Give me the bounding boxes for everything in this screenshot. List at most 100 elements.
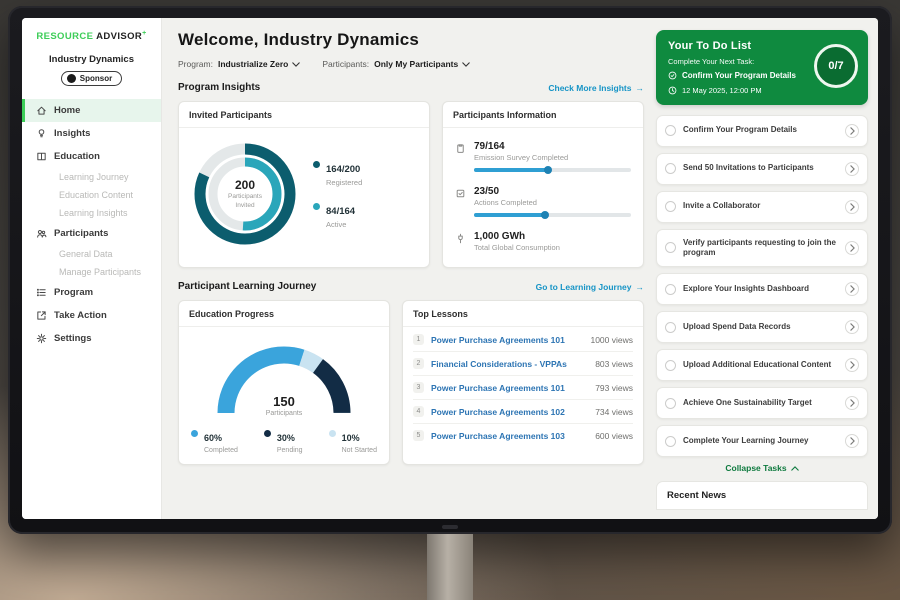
task-row-confirm-program[interactable]: Confirm Your Program Details xyxy=(656,114,868,147)
lesson-row[interactable]: 3 Power Purchase Agreements 101 793 view… xyxy=(413,376,633,400)
legend-dot xyxy=(328,430,336,437)
legend-label: Active xyxy=(326,220,347,229)
task-checkbox[interactable] xyxy=(665,321,676,333)
lesson-views: 734 views xyxy=(595,406,633,417)
task-open-button[interactable] xyxy=(845,240,859,255)
lesson-link[interactable]: Power Purchase Agreements 102 xyxy=(431,406,565,417)
logo-text-secondary: ADVISOR xyxy=(96,31,143,43)
task-row-upload-spend-data[interactable]: Upload Spend Data Records xyxy=(656,311,868,344)
sidebar-item-general-data[interactable]: General Data xyxy=(59,249,113,260)
program-icon xyxy=(36,288,46,297)
legend-item-active: 84/164 Active xyxy=(313,201,362,229)
participants-filter-value: Only My Participants xyxy=(374,59,459,69)
task-open-button[interactable] xyxy=(845,434,859,449)
todo-subtitle: Complete Your Next Task: xyxy=(668,57,755,66)
dashboard-screen: RESOURCE ADVISOR+ Industry Dynamics Spon… xyxy=(22,18,878,519)
sponsor-label: Sponsor xyxy=(79,74,113,84)
gauge-legend: 60% Completed 30% Pending xyxy=(189,428,379,454)
lesson-views: 793 views xyxy=(595,382,633,393)
task-row-verify-participants[interactable]: Verify participants requesting to join t… xyxy=(656,228,868,268)
lessons-list: 1 Power Purchase Agreements 101 1000 vie… xyxy=(403,327,643,451)
insights-icon xyxy=(38,129,45,138)
sidebar-item-take-action[interactable]: Take Action xyxy=(22,304,161,327)
chevron-right-icon xyxy=(849,244,855,252)
lesson-rank: 1 xyxy=(413,334,424,345)
sponsor-badge[interactable]: Sponsor xyxy=(60,71,123,87)
task-checkbox[interactable] xyxy=(665,359,676,371)
education-gauge-chart: 150 Participants xyxy=(204,333,364,419)
legend-item-pending: 30% Pending xyxy=(263,428,303,454)
program-filter-label: Program: xyxy=(178,59,213,69)
sidebar-item-label: Insights xyxy=(54,128,91,140)
task-checkbox[interactable] xyxy=(665,397,676,409)
task-open-button[interactable] xyxy=(845,358,859,373)
legend-dot xyxy=(263,430,271,437)
sidebar-item-program[interactable]: Program xyxy=(22,281,161,304)
section-title: Program Insights xyxy=(178,82,261,93)
home-icon xyxy=(37,106,46,115)
todo-next-task[interactable]: Confirm Your Program Details xyxy=(668,71,808,81)
collapse-tasks-button[interactable]: Collapse Tasks xyxy=(656,463,868,473)
task-row-upload-educational-content[interactable]: Upload Additional Educational Content xyxy=(656,349,868,382)
legend-item-registered: 164/200 Registered xyxy=(313,159,362,187)
chevron-right-icon xyxy=(849,126,855,135)
task-label: Invite a Collaborator xyxy=(683,201,761,211)
task-checkbox[interactable] xyxy=(665,201,676,213)
go-to-learning-journey-link[interactable]: Go to Learning Journey → xyxy=(536,282,644,292)
task-label: Confirm Your Program Details xyxy=(683,125,797,135)
main-content: Welcome, Industry Dynamics Program: Indu… xyxy=(162,18,656,519)
task-label: Upload Spend Data Records xyxy=(683,322,791,332)
sidebar-item-education[interactable]: Education xyxy=(22,145,161,168)
energy-icon xyxy=(458,233,463,244)
sidebar-item-manage-participants[interactable]: Manage Participants xyxy=(59,267,142,278)
task-open-button[interactable] xyxy=(845,161,859,176)
lesson-link[interactable]: Power Purchase Agreements 101 xyxy=(431,382,565,393)
legend-label: Completed xyxy=(204,447,238,454)
sidebar-item-participants[interactable]: Participants xyxy=(22,222,161,245)
card-title: Participants Information xyxy=(443,102,643,128)
task-open-button[interactable] xyxy=(845,282,859,297)
progress-bar-fill xyxy=(474,166,553,174)
sidebar-item-settings[interactable]: Settings xyxy=(22,327,161,350)
task-row-invite-collaborator[interactable]: Invite a Collaborator xyxy=(656,190,868,223)
task-checkbox[interactable] xyxy=(665,435,676,447)
program-filter-select[interactable]: Industrialize Zero xyxy=(218,59,301,69)
sidebar-item-learning-insights[interactable]: Learning Insights xyxy=(59,208,128,219)
sidebar: RESOURCE ADVISOR+ Industry Dynamics Spon… xyxy=(22,18,162,519)
todo-next-task-label: Confirm Your Program Details xyxy=(682,71,796,80)
sidebar-item-learning-journey[interactable]: Learning Journey xyxy=(59,172,129,183)
lesson-link[interactable]: Power Purchase Agreements 103 xyxy=(431,430,565,441)
task-row-complete-learning-journey[interactable]: Complete Your Learning Journey xyxy=(656,425,868,458)
lesson-row[interactable]: 1 Power Purchase Agreements 101 1000 vie… xyxy=(413,328,633,352)
task-checkbox[interactable] xyxy=(665,242,676,254)
task-row-explore-insights[interactable]: Explore Your Insights Dashboard xyxy=(656,273,868,306)
recent-news-header[interactable]: Recent News xyxy=(656,481,868,511)
task-row-achieve-target[interactable]: Achieve One Sustainability Target xyxy=(656,387,868,420)
lesson-link[interactable]: Power Purchase Agreements 101 xyxy=(431,334,565,345)
lesson-row[interactable]: 2 Financial Considerations - VPPAs 803 v… xyxy=(413,352,633,376)
task-open-button[interactable] xyxy=(845,396,859,411)
program-filter: Program: Industrialize Zero xyxy=(178,59,301,69)
education-icon xyxy=(37,152,46,161)
legend-value: 30% xyxy=(276,433,295,443)
sidebar-item-label: Take Action xyxy=(54,310,107,322)
lesson-row[interactable]: 4 Power Purchase Agreements 102 734 view… xyxy=(413,400,633,424)
sidebar-item-label: Settings xyxy=(54,333,92,345)
task-checkbox[interactable] xyxy=(665,125,676,137)
lesson-link[interactable]: Financial Considerations - VPPAs xyxy=(431,358,567,369)
sidebar-item-insights[interactable]: Insights xyxy=(22,122,161,145)
check-more-insights-link[interactable]: Check More Insights → xyxy=(548,83,644,93)
task-open-button[interactable] xyxy=(845,320,859,335)
lesson-rank: 3 xyxy=(413,382,424,393)
sidebar-item-education-content[interactable]: Education Content xyxy=(59,190,134,201)
task-row-send-invitations[interactable]: Send 50 Invitations to Participants xyxy=(656,152,868,185)
task-checkbox[interactable] xyxy=(665,283,676,295)
lesson-row[interactable]: 5 Power Purchase Agreements 103 600 view… xyxy=(413,424,633,447)
participants-filter-select[interactable]: Only My Participants xyxy=(374,59,470,69)
task-open-button[interactable] xyxy=(845,199,859,214)
info-card-body: 79/164 Emission Survey Completed 23/50 A… xyxy=(443,128,643,267)
card-title: Education Progress xyxy=(179,301,389,327)
task-checkbox[interactable] xyxy=(665,163,676,175)
sidebar-item-home[interactable]: Home xyxy=(22,99,161,123)
task-open-button[interactable] xyxy=(845,123,859,138)
